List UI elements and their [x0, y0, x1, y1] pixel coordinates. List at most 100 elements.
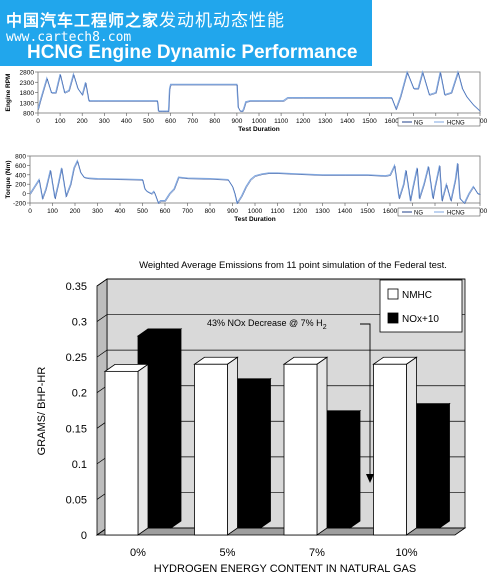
series-line-hcng: [37, 69, 481, 112]
series-line-ng: [30, 160, 481, 205]
bar-nox10-7pct-side: [349, 409, 361, 529]
x-tick-label: 1200: [293, 208, 308, 215]
x-tick-label: 500: [137, 208, 148, 215]
x-tick-label: 1400: [340, 118, 355, 125]
rpm-chart: 800 1300 1800 2300 2800 0 100 200 300 400 500 600 70…: [5, 69, 488, 134]
x-tick-label: 100: [55, 118, 66, 125]
legend-label-noxplus10: NOx+10: [402, 314, 439, 325]
x-tick-label: 1300: [315, 208, 330, 215]
y-tick-label: 0.15: [66, 423, 87, 435]
bar-nmhc-5pct: [194, 363, 228, 536]
annotation-text: 43% NOx Decrease @ 7% H2: [207, 318, 327, 331]
bar-nmhc-10pct: [373, 363, 407, 536]
x-tick-label: 200: [70, 208, 81, 215]
annotation-arrowhead: [366, 474, 374, 483]
x-tick-label: 1300: [318, 118, 333, 125]
x-tick-label: 400: [115, 208, 126, 215]
y-tick-label: 800: [23, 111, 34, 118]
x-tick-label: 100: [47, 208, 58, 215]
x-tick-label: 900: [231, 118, 242, 125]
y-tick-label: 1800: [20, 90, 35, 97]
y-axis-label: Engine RPM: [5, 74, 12, 112]
annotation-subscript: 2: [323, 324, 327, 331]
bar-nmhc-10pct-side: [406, 356, 417, 536]
x-axis-label: Test Duration: [234, 216, 275, 223]
legend-label-ng: NG: [414, 121, 423, 127]
x-tick-label: 1100: [271, 208, 285, 215]
header-banner: 中国汽车工程师之家发动机动态性能 www.cartech8.com HCNG E…: [0, 0, 372, 66]
legend-swatch-noxplus10: [387, 312, 399, 324]
x-tick-label: 1600: [384, 118, 399, 125]
plot-frame: [37, 71, 481, 114]
annotation-arrow-line: [360, 323, 371, 478]
x-axis-label: HYDROGEN ENERGY CONTENT IN NATURAL GAS: [154, 563, 416, 575]
x-tick-label: 600: [160, 208, 171, 215]
y-tick-label: 0.1: [72, 459, 87, 471]
x-tick-label: 200: [77, 118, 88, 125]
bar-nmhc-7pct-side: [316, 356, 328, 536]
bar-nmhc-5pct-side: [227, 356, 238, 536]
x-tick-label: 1600: [383, 208, 398, 215]
y-tick-label: 0: [81, 530, 87, 542]
x-tick-label: 600: [165, 118, 176, 125]
page-title: HCNG Engine Dynamic Performance: [27, 42, 358, 63]
y-tick-label: 200: [15, 182, 26, 189]
x-tick-label: 1400: [338, 208, 353, 215]
x-tick-label: 1200: [296, 118, 311, 125]
y-tick-label: 0.25: [66, 352, 87, 364]
y-tick-label: 0.3: [72, 317, 87, 329]
y-tick-label: 800: [15, 154, 26, 161]
x-tick-label: 1500: [360, 208, 375, 215]
x-tick-label: 10%: [395, 547, 417, 559]
y-tick-label: 1300: [20, 100, 35, 107]
series-line-hcng: [29, 159, 480, 205]
watermark-text: 中国汽车工程师之家发动机动态性能: [6, 11, 286, 31]
x-tick-label: 700: [182, 208, 193, 215]
chart-title: Weighted Average Emissions from 11 point…: [139, 260, 447, 271]
watermark-url: www.cartech8.com: [6, 30, 132, 45]
x-tick-label: 1000: [252, 118, 267, 125]
x-tick-label: 500: [143, 118, 154, 125]
bar-nmhc-7pct: [283, 363, 318, 536]
x-tick-label: 1100: [274, 118, 288, 125]
x-tick-label: 5%: [220, 547, 236, 559]
y-tick-label: 2800: [20, 70, 35, 77]
legend-label-ng: NG: [414, 211, 423, 217]
x-tick-label: 700: [187, 118, 198, 125]
y-axis-label: GRAMS/ BHP-HR: [36, 367, 48, 456]
y-tick-label: 400: [15, 172, 26, 179]
gridline: [96, 278, 465, 287]
emissions-chart: Weighted Average Emissions from 11 point…: [36, 260, 467, 575]
legend-label-hcng: HCNG: [447, 211, 465, 217]
x-tick-label: 300: [92, 208, 103, 215]
x-tick-label: 0: [28, 208, 32, 215]
x-tick-label: 7%: [309, 547, 325, 559]
x-tick-label: 0: [36, 118, 40, 125]
y-tick-label: 2300: [20, 80, 35, 87]
bar-nmhc-0pct-side: [137, 363, 149, 536]
bar-nox10-5pct-side: [260, 377, 271, 529]
x-tick-label: 300: [99, 118, 110, 125]
y-tick-label: 0: [22, 191, 26, 198]
series-line-ng: [38, 72, 481, 113]
x-tick-label: 1000: [248, 208, 263, 215]
y-tick-label: -200: [13, 201, 26, 208]
x-tick-label: 400: [121, 118, 132, 125]
gridline: [96, 349, 465, 358]
bar-nmhc-0pct: [104, 370, 139, 536]
gridline: [96, 314, 465, 322]
legend-label-nmhc: NMHC: [402, 290, 432, 301]
legend-label-hcng: HCNG: [447, 121, 465, 127]
x-tick-label: 800: [205, 208, 216, 215]
y-tick-label: 0.05: [66, 494, 87, 506]
bar-nox10-0pct-side: [170, 328, 182, 529]
x-tick-label: 900: [227, 208, 238, 215]
x-tick-label: 0%: [130, 547, 146, 559]
legend-swatch-nmhc: [387, 288, 399, 300]
y-tick-label: 600: [15, 163, 26, 170]
y-axis-label: Torque (Nm): [5, 160, 12, 198]
subtitle-cn: 发动机动态性能: [159, 11, 286, 31]
y-tick-label: 0.2: [72, 388, 87, 400]
x-tick-label: 1500: [362, 118, 377, 125]
